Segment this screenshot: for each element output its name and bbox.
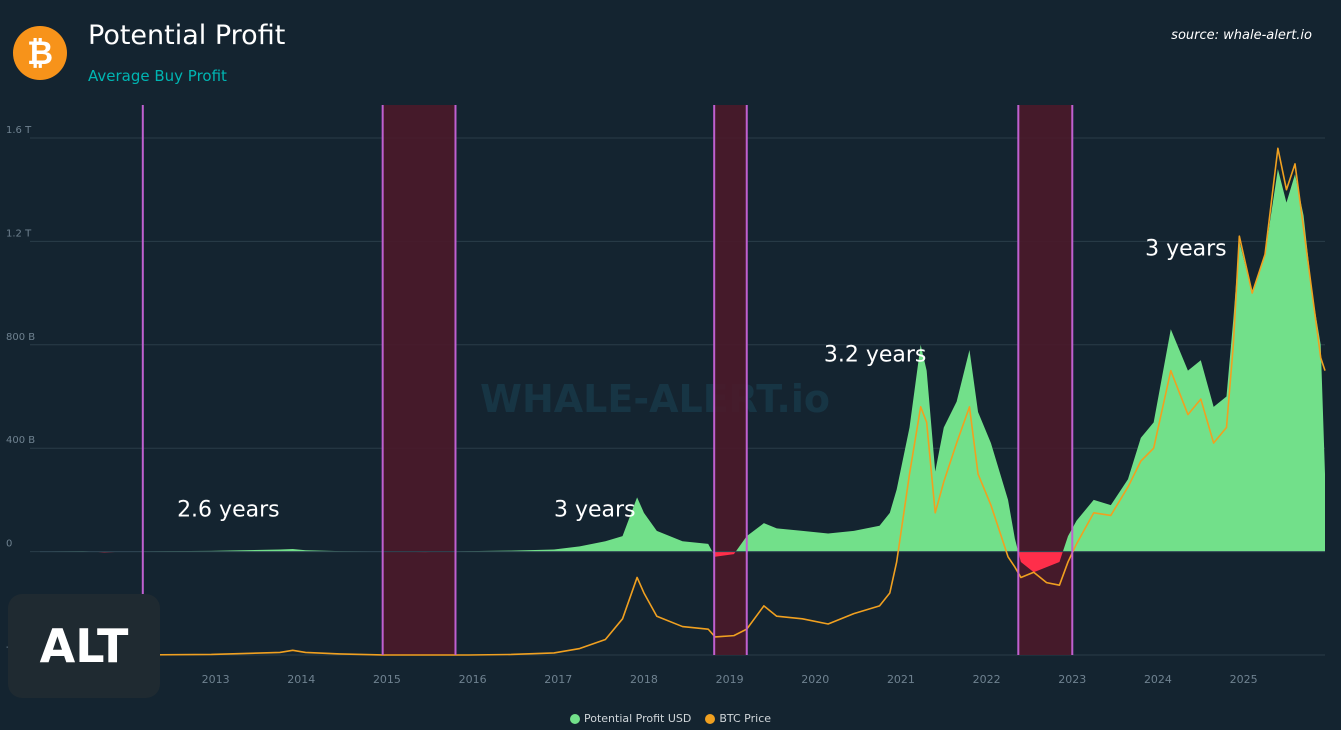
x-tick-label: 2015 xyxy=(373,673,401,686)
bitcoin-logo-icon: ₿ xyxy=(13,26,67,80)
x-tick-label: 2013 xyxy=(202,673,230,686)
source-credit: source: whale-alert.io xyxy=(1171,28,1312,43)
legend-label-potential-profit: Potential Profit USD xyxy=(583,712,692,725)
y-tick-label: 400 B xyxy=(6,435,35,446)
watermark-text: WHALE-ALERT.io xyxy=(480,377,830,421)
alt-badge[interactable]: ALT xyxy=(8,594,160,698)
cycle-duration-annotation: 3.2 years xyxy=(824,342,927,367)
x-tick-label: 2023 xyxy=(1058,673,1086,686)
legend-swatch-btc-price xyxy=(705,713,716,724)
legend-item-potential-profit[interactable]: Potential Profit USD xyxy=(569,712,692,725)
x-tick-label: 2025 xyxy=(1230,673,1258,686)
bitcoin-logo-symbol: ₿ xyxy=(26,34,54,72)
chart-legend: Potential Profit USD BTC Price xyxy=(0,712,1341,725)
x-tick-label: 2020 xyxy=(801,673,829,686)
legend-label-btc-price: BTC Price xyxy=(719,712,772,725)
legend-item-btc-price[interactable]: BTC Price xyxy=(705,712,771,725)
x-tick-label: 2024 xyxy=(1144,673,1172,686)
x-tick-label: 2021 xyxy=(887,673,915,686)
legend-swatch-potential-profit xyxy=(569,713,580,724)
series-btc-price-line xyxy=(40,147,1326,656)
x-tick-label: 2017 xyxy=(544,673,572,686)
bear-market-band xyxy=(714,105,747,655)
x-tick-label: 2022 xyxy=(973,673,1001,686)
chart-title: Potential Profit xyxy=(88,20,286,51)
x-tick-label: 2014 xyxy=(287,673,315,686)
cycle-duration-annotation: 2.6 years xyxy=(177,497,280,522)
y-tick-label: 800 B xyxy=(6,332,35,343)
x-tick-label: 2016 xyxy=(459,673,487,686)
x-tick-label: 2018 xyxy=(630,673,658,686)
chart-subtitle: Average Buy Profit xyxy=(88,67,227,85)
y-tick-label: 0 xyxy=(6,539,12,550)
cycle-duration-annotation: 3 years xyxy=(1145,236,1227,261)
bear-market-band xyxy=(382,105,456,655)
y-tick-label: 1.2 T xyxy=(6,228,32,239)
x-tick-label: 2019 xyxy=(716,673,744,686)
alt-badge-label: ALT xyxy=(39,619,129,673)
series-potential-profit-area xyxy=(40,169,1325,552)
cycle-duration-annotation: 3 years xyxy=(554,497,636,522)
y-tick-label: 1.6 T xyxy=(6,125,32,136)
